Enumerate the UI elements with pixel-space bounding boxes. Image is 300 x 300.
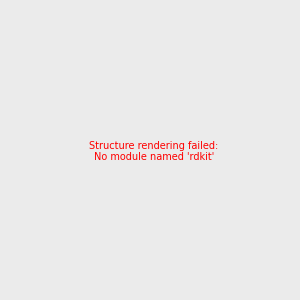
Text: Structure rendering failed:
No module named 'rdkit': Structure rendering failed: No module na… bbox=[89, 141, 218, 162]
